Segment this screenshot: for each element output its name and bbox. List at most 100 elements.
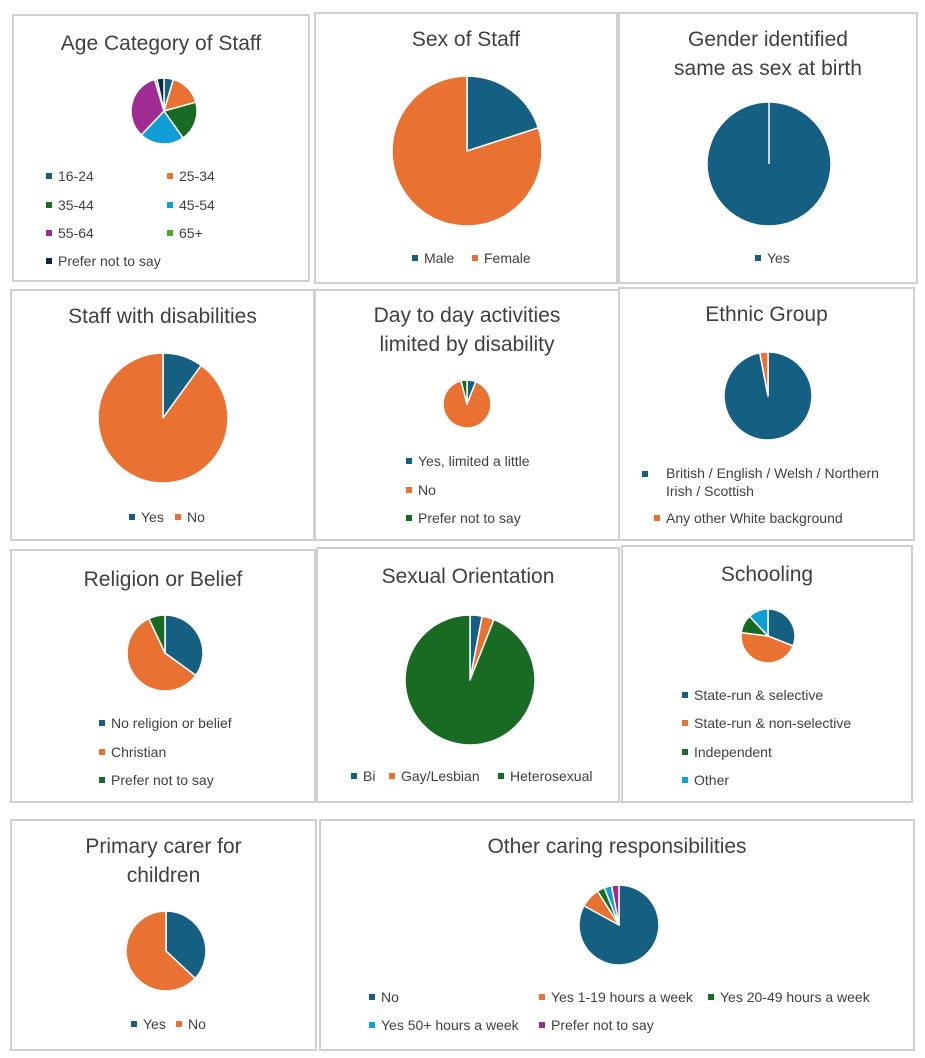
legend-label: Yes 1-19 hours a week: [551, 989, 693, 1005]
chart-title: Sexual Orientation: [381, 565, 555, 588]
legend-label: Other: [694, 772, 730, 788]
legend-item: Other: [682, 772, 729, 788]
legend-item: Yes: [755, 250, 790, 266]
pie-svg-other-caring: [578, 884, 660, 966]
legend-label: Christian: [111, 744, 167, 760]
legend-label: Female: [484, 250, 531, 266]
legend-label: No: [187, 509, 205, 525]
legend-label: Yes 50+ hours a week: [381, 1017, 519, 1033]
pie-slice-45-54: [140, 110, 184, 145]
legend-item: State-run & non-selective: [682, 715, 851, 731]
chart-title-line: same as sex at birth: [674, 57, 862, 80]
legend-item: Gay/Lesbian: [389, 768, 480, 784]
pie-slice-35-44: [163, 101, 198, 139]
legend-item: 16-24: [46, 168, 94, 184]
legend-swatch: [176, 1021, 182, 1028]
legend-swatch: [389, 773, 395, 780]
pie-svg-age: [130, 77, 198, 145]
legend-label: Prefer not to say: [418, 510, 521, 526]
legend-label: 45-54: [179, 197, 215, 213]
chart-panel-ethnic: Ethnic Group British / English / Welsh /…: [618, 287, 915, 541]
pie-slice-female: [391, 75, 543, 227]
chart-title-line: children: [126, 864, 201, 887]
legend-label: State-run & selective: [694, 687, 824, 703]
pie-slice-other: [748, 608, 769, 637]
chart-title: Other caring responsibilities: [487, 835, 747, 858]
chart-title: Sex of Staff: [411, 28, 521, 51]
legend-swatch: [498, 773, 504, 780]
pie-svg-limited: [442, 379, 492, 429]
pie-slice-christian: [126, 617, 197, 692]
pie-slice-yes: [165, 910, 207, 980]
legend-swatch: [708, 994, 714, 1001]
legend-swatch: [131, 1021, 137, 1028]
pie-slice-no: [97, 352, 229, 484]
legend-swatch: [472, 255, 478, 262]
chart-panel-sexual-orientation: Sexual Orientation Bi Gay/Lesbian Hetero…: [316, 547, 620, 803]
legend-item: No religion or belief: [99, 715, 232, 731]
chart-panel-other-caring: Other caring responsibilities No Yes 1-1…: [319, 819, 915, 1051]
pie-svg-disabilities: [97, 352, 229, 484]
legend-item: 55-64: [46, 225, 94, 241]
legend-swatch: [539, 1022, 545, 1029]
pie-slice-no-religion-or-belief: [164, 614, 204, 677]
legend-swatch: [175, 514, 181, 521]
legend-item: 25-34: [167, 168, 215, 184]
chart-panel-gender: Gender identified same as sex at birth Y…: [618, 12, 918, 284]
chart-panel-religion: Religion or Belief No religion or belief…: [10, 549, 316, 803]
legend-swatch: [406, 458, 412, 465]
pie-slice-any-other-white-background: [759, 351, 769, 397]
legend-item: No: [406, 482, 436, 498]
legend-swatch: [406, 515, 412, 522]
legend-swatch: [167, 173, 173, 180]
chart-title-line: Primary carer for: [85, 835, 242, 858]
chart-title-line: limited by disability: [379, 333, 555, 356]
legend-label: Gay/Lesbian: [401, 768, 480, 784]
pie-slice-prefer-not-to-say: [156, 77, 165, 112]
legend-item: 35-44: [46, 197, 94, 213]
legend-item: 45-54: [167, 197, 215, 213]
legend-label: Prefer not to say: [551, 1017, 654, 1033]
legend-item: No: [176, 1016, 206, 1032]
legend-label: 55-64: [58, 225, 94, 241]
pie-svg-primary-carer: [125, 910, 207, 992]
legend-label: No: [381, 989, 399, 1005]
legend-item: Prefer not to say: [99, 772, 214, 788]
legend-swatch: [129, 514, 135, 521]
chart-panel-limited: Day to day activities limited by disabil…: [314, 289, 620, 541]
legend-swatch: [654, 515, 660, 522]
legend-label: Bi: [363, 768, 376, 784]
legend-label: Male: [424, 250, 455, 266]
legend-item: Heterosexual: [498, 768, 593, 784]
legend-item: Prefer not to say: [539, 1017, 654, 1033]
chart-panel-primary-carer: Primary carer for children Yes No: [10, 819, 317, 1051]
chart-title: Religion or Belief: [83, 568, 243, 591]
legend-swatch: [167, 230, 173, 237]
legend-item: Male: [412, 250, 454, 266]
legend-label: Heterosexual: [510, 768, 593, 784]
legend-item: Yes, limited a little: [406, 453, 530, 469]
legend-swatch: [46, 258, 52, 265]
pie-slice-state-run-selective: [767, 608, 796, 647]
chart-panel-sex: Sex of Staff Male Female: [314, 12, 618, 284]
legend-swatch: [46, 230, 52, 237]
chart-title: Staff with disabilities: [68, 305, 257, 328]
legend-label: Any other White background: [666, 510, 843, 526]
legend-item: 65+: [167, 225, 203, 241]
pie-svg-sexual-orientation: [404, 614, 536, 746]
pie-slice-prefer-not-to-say: [460, 379, 468, 405]
legend-swatch: [99, 749, 105, 756]
legend-label: No: [418, 482, 436, 498]
pie-slice-prefer-not-to-say: [148, 614, 166, 654]
chart-panel-disabilities: Staff with disabilities Yes No: [10, 289, 315, 541]
legend-label: Yes: [141, 509, 164, 525]
legend-swatch: [46, 202, 52, 209]
legend-item: Any other White background: [654, 510, 843, 526]
legend-swatch: [682, 777, 688, 784]
pie-svg-schooling: [740, 608, 796, 664]
pie-svg-gender: [706, 101, 832, 227]
legend-label: Yes: [767, 250, 790, 266]
legend-label: Prefer not to say: [111, 772, 214, 788]
legend-item: British / English / Welsh / Northern Iri…: [642, 464, 906, 500]
legend-label: State-run & non-selective: [694, 715, 852, 731]
